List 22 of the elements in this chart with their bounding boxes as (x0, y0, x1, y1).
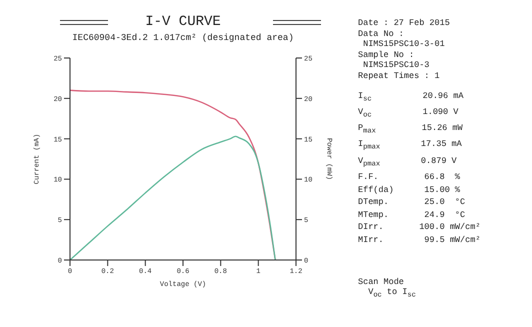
line-series (70, 136, 276, 260)
text: NIMS15PSC10-3-01 (362, 39, 446, 50)
text: DTemp. 25.0 °C (358, 196, 466, 209)
text: NIMS15PSC10-3 (362, 60, 430, 71)
text: MIrr. 99.5 mW/cm² (358, 234, 480, 247)
text: Date : 27 Feb 2015 (358, 18, 451, 29)
chart-title: I-V CURVE (144, 14, 222, 30)
text: Sample No : (358, 50, 416, 60)
text: Data No : (358, 28, 405, 40)
text: P$_{max}$ 15.26 mW (358, 123, 463, 136)
text: I$_{pmax}$ 17.35 mA (358, 139, 462, 152)
text: DIrr. 100.0 mW/cm² (358, 221, 480, 234)
text: F.F. 66.8 % (358, 170, 462, 184)
chart-subtitle: IEC60904-3Ed.2 1.017cm² (designated area) (71, 33, 295, 43)
text: MTemp. 24.9 °C (358, 208, 466, 222)
text: V$_{oc}$ 1.090 V (358, 106, 458, 120)
text: V$_{pmax}$ 0.879 V (358, 156, 457, 168)
text: V$_{oc}$ to I$_{sc}$ (367, 287, 417, 302)
text: Eff(da) 15.00 % (358, 184, 462, 196)
text: Scan Mode (358, 276, 405, 288)
text: I$_{sc}$ 20.96 mA (358, 90, 464, 104)
text: Repeat Times : 1 (358, 70, 441, 82)
